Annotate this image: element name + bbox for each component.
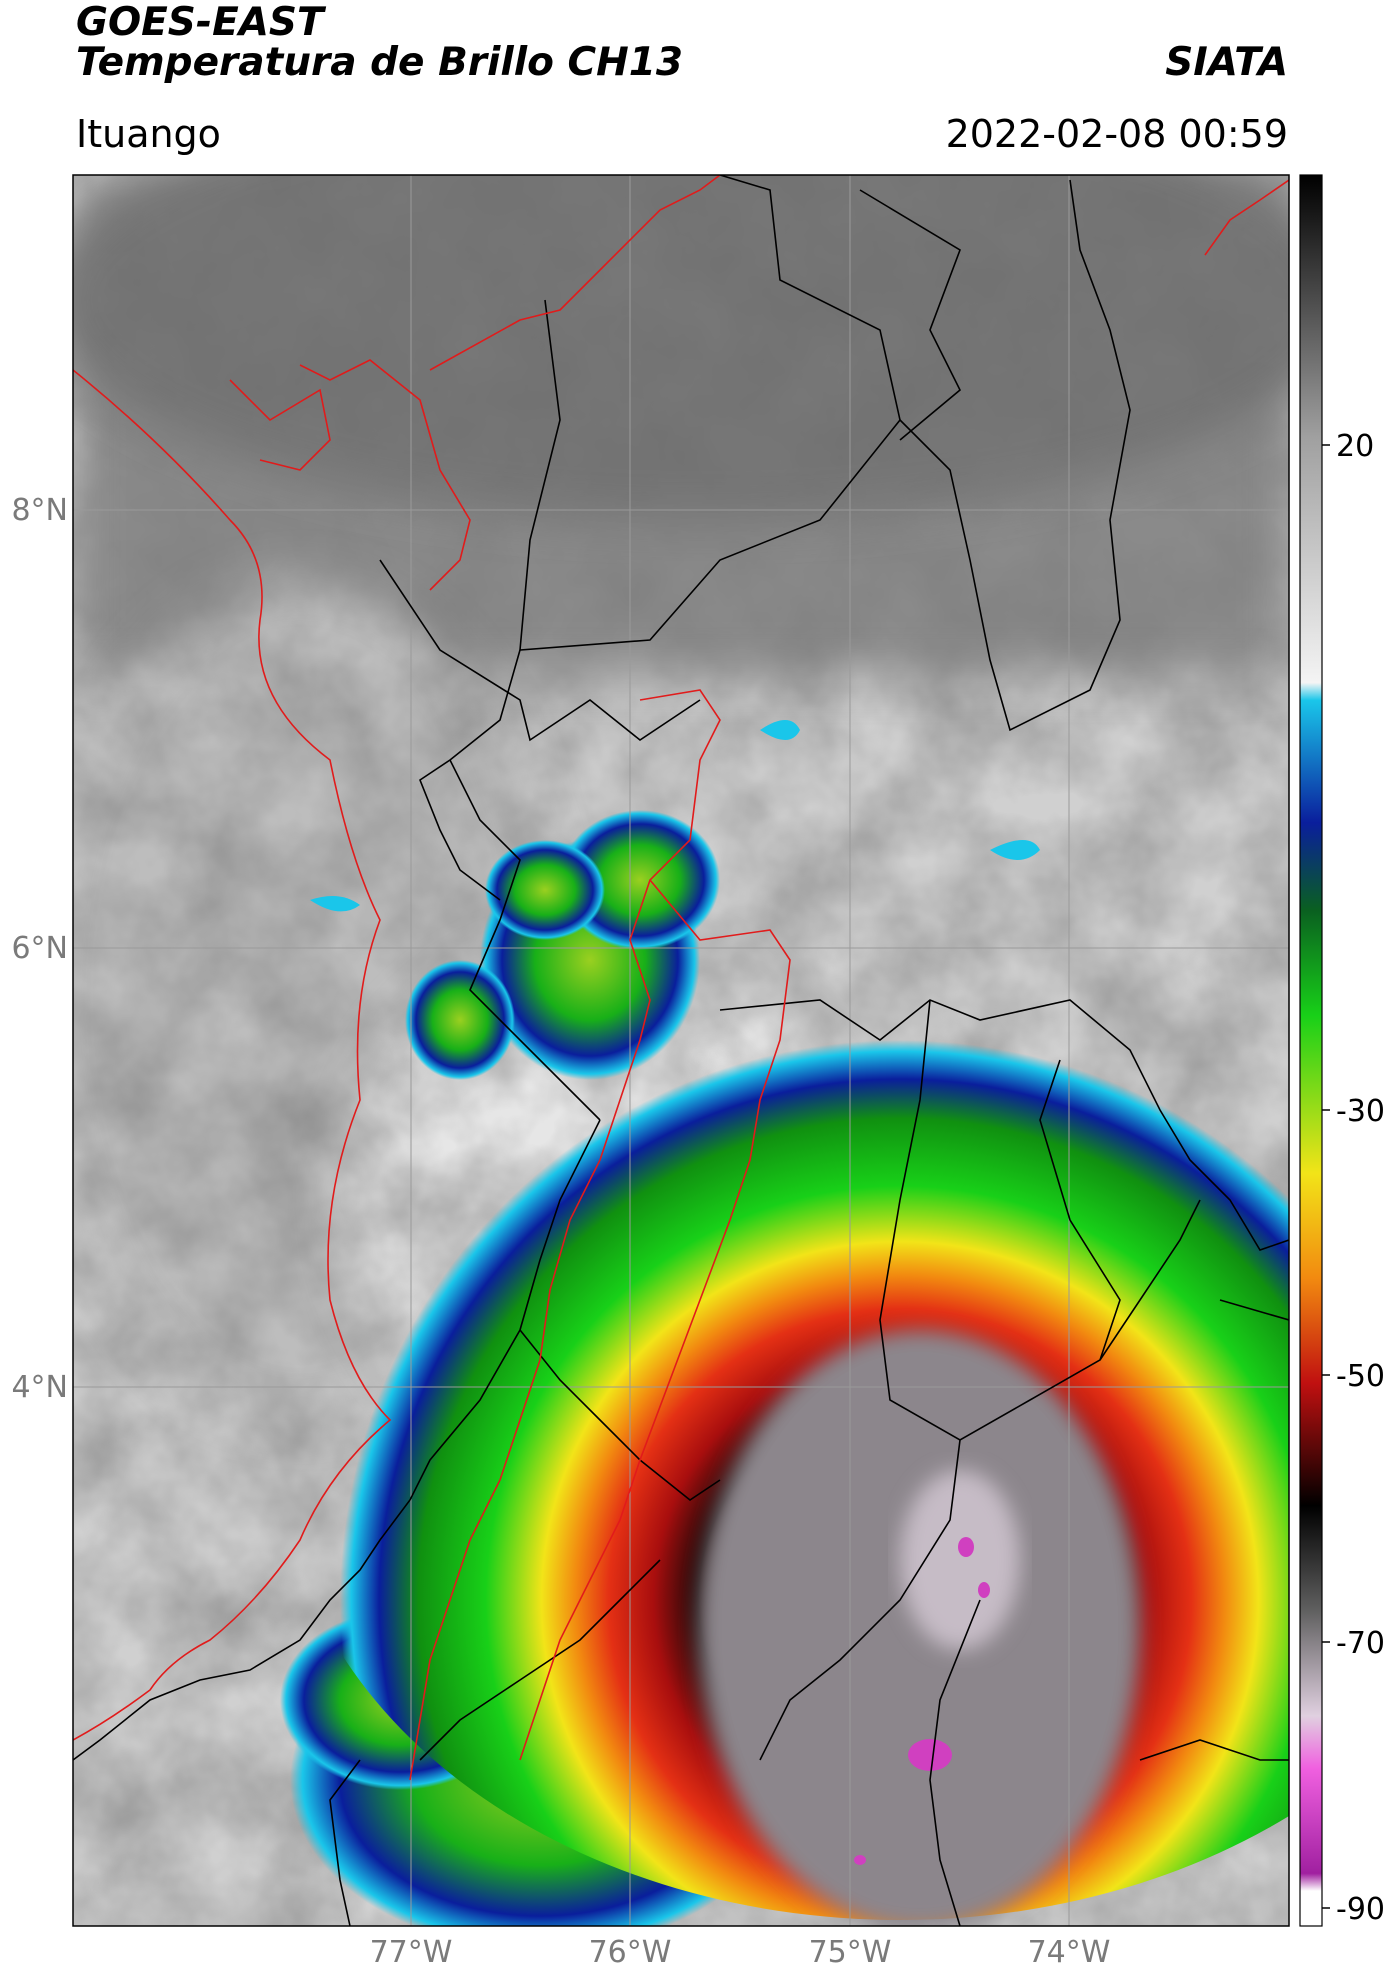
brand-label: SIATA [1165, 40, 1288, 85]
colorbar-gradient [1299, 174, 1323, 1927]
colorbar: 20 -30 -50 -70 -90 [1299, 174, 1384, 1927]
lat-label-6n: 6°N [11, 931, 68, 966]
map-imagery [73, 175, 1289, 1926]
map-frame [72, 174, 1290, 1927]
longitude-labels: 77°W 76°W 75°W 74°W [370, 1935, 1111, 1970]
colorbar-label-minus90: -90 [1336, 1892, 1384, 1927]
latitude-labels: 8°N 6°N 4°N [11, 493, 68, 1405]
title-line-1: GOES-EAST [76, 0, 324, 45]
lat-label-4n: 4°N [11, 1370, 68, 1405]
lon-label-77w: 77°W [370, 1935, 453, 1970]
location-label: Ituango [76, 112, 221, 156]
colorbar-label-minus70: -70 [1336, 1626, 1384, 1661]
coastline-and-ituango-border [73, 175, 1289, 1781]
lon-label-76w: 76°W [589, 1935, 672, 1970]
boundaries [73, 175, 1289, 1926]
colorbar-label-minus30: -30 [1336, 1094, 1384, 1129]
title-line-2: Temperatura de Brillo CH13 [76, 40, 684, 85]
colorbar-label-20: 20 [1336, 429, 1374, 464]
department-borders [73, 175, 1289, 1926]
lat-label-8n: 8°N [11, 493, 68, 528]
lon-label-75w: 75°W [809, 1935, 892, 1970]
datetime-label: 2022-02-08 00:59 [945, 112, 1288, 156]
colorbar-ticks [1322, 444, 1330, 1909]
graticule [73, 175, 1289, 1926]
colorbar-label-minus50: -50 [1336, 1359, 1384, 1394]
lon-label-74w: 74°W [1028, 1935, 1111, 1970]
